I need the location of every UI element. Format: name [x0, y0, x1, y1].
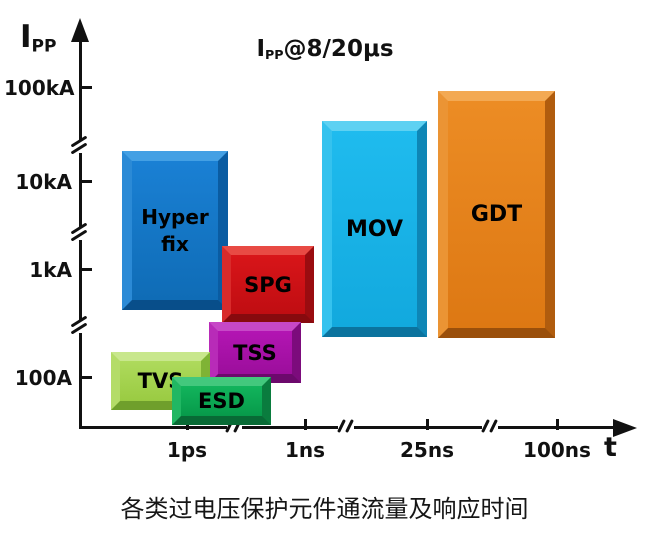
component-label: Hyper fix [141, 204, 209, 256]
x-axis-line [354, 426, 482, 429]
x-axis-line [242, 426, 338, 429]
component-box-hyperfix: Hyper fix [122, 151, 228, 310]
component-label: SPG [244, 272, 292, 297]
chart-title: IPP@8/20μs [256, 36, 394, 63]
y-axis-tick [81, 86, 92, 89]
y-axis-arrow-icon [71, 18, 89, 42]
x-tick-label-1ps: 1ps [166, 438, 208, 462]
x-axis-tick [426, 419, 429, 430]
y-tick-label-10ka: 10kA [15, 170, 72, 194]
y-axis-line [79, 153, 82, 227]
x-tick-label-25ns: 25ns [400, 438, 454, 462]
x-axis-arrow-icon [613, 419, 637, 437]
component-box-mov: MOV [322, 121, 427, 337]
y-axis-tick [81, 376, 92, 379]
y-axis-line [79, 333, 82, 429]
y-axis-title: IPP [20, 19, 57, 57]
component-label: GDT [470, 202, 523, 227]
y-axis-break-icon [68, 222, 90, 242]
y-axis-line [79, 240, 82, 320]
x-axis-break-icon [480, 417, 502, 435]
y-axis-break-icon [68, 135, 90, 155]
y-axis-line [79, 38, 82, 140]
component-box-spg: SPG [222, 246, 314, 323]
x-axis-tick [556, 419, 559, 430]
y-axis-tick [81, 268, 92, 271]
component-label: ESD [198, 389, 245, 413]
y-tick-label-1ka: 1kA [29, 258, 72, 282]
x-axis-tick [304, 419, 307, 430]
component-label: MOV [345, 216, 404, 242]
x-axis-title: t [604, 432, 617, 463]
y-tick-label-100ka: 100kA [4, 76, 75, 100]
x-tick-label-100ns: 100ns [523, 438, 591, 462]
component-box-gdt: GDT [438, 91, 555, 338]
component-label: TSS [233, 340, 277, 365]
component-box-tss: TSS [209, 322, 301, 383]
y-axis-break-icon [68, 315, 90, 335]
component-box-esd: ESD [172, 377, 271, 425]
chart-caption: 各类过电压保护元件通流量及响应时间 [120, 495, 529, 523]
y-tick-label-100a: 100A [14, 366, 72, 390]
x-tick-label-1ns: 1ns [284, 438, 326, 462]
x-axis-break-icon [336, 417, 358, 435]
x-axis-line [79, 426, 227, 429]
y-axis-tick [81, 180, 92, 183]
